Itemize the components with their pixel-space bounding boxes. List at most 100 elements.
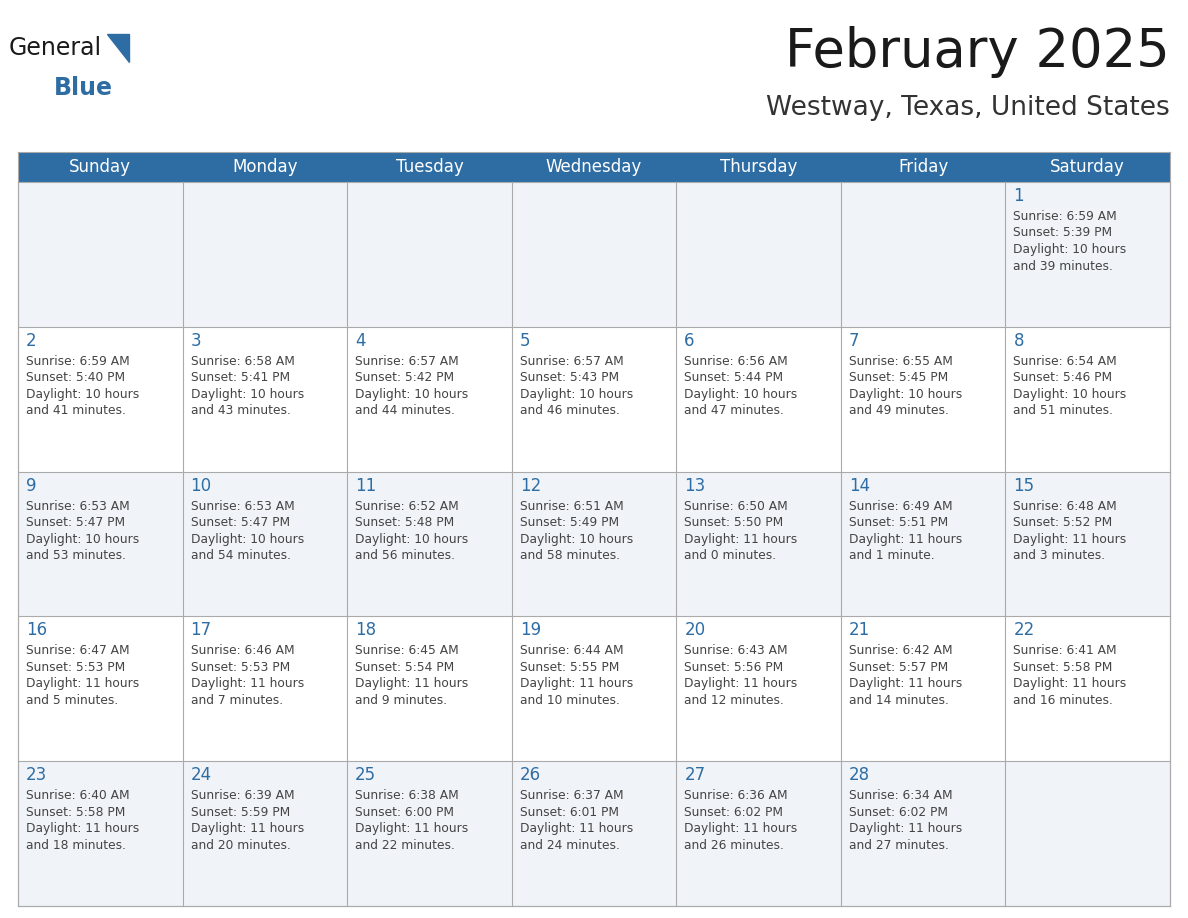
Text: Daylight: 11 hours: Daylight: 11 hours [849,532,962,545]
Text: Daylight: 10 hours: Daylight: 10 hours [519,532,633,545]
Text: Sunset: 5:53 PM: Sunset: 5:53 PM [26,661,125,674]
Text: and 12 minutes.: and 12 minutes. [684,694,784,707]
Text: Daylight: 11 hours: Daylight: 11 hours [519,677,633,690]
Text: 18: 18 [355,621,377,640]
Text: 23: 23 [26,767,48,784]
Text: 25: 25 [355,767,377,784]
Text: Sunset: 5:47 PM: Sunset: 5:47 PM [26,516,125,529]
Text: and 1 minute.: and 1 minute. [849,549,935,562]
Text: 14: 14 [849,476,870,495]
Text: Sunset: 5:59 PM: Sunset: 5:59 PM [190,806,290,819]
Text: Sunset: 5:42 PM: Sunset: 5:42 PM [355,371,454,385]
Text: Daylight: 11 hours: Daylight: 11 hours [26,677,139,690]
Text: Westway, Texas, United States: Westway, Texas, United States [766,95,1170,121]
Text: Saturday: Saturday [1050,158,1125,176]
Text: 12: 12 [519,476,541,495]
Text: Sunset: 5:52 PM: Sunset: 5:52 PM [1013,516,1113,529]
Text: Daylight: 11 hours: Daylight: 11 hours [684,532,797,545]
Text: Daylight: 11 hours: Daylight: 11 hours [849,823,962,835]
Text: Daylight: 11 hours: Daylight: 11 hours [355,823,468,835]
Text: Sunset: 5:44 PM: Sunset: 5:44 PM [684,371,783,385]
Text: Sunset: 5:56 PM: Sunset: 5:56 PM [684,661,784,674]
Text: Tuesday: Tuesday [396,158,463,176]
Text: 20: 20 [684,621,706,640]
Text: 4: 4 [355,331,366,350]
Text: 28: 28 [849,767,870,784]
Text: Sunrise: 6:38 AM: Sunrise: 6:38 AM [355,789,459,802]
Text: Sunrise: 6:34 AM: Sunrise: 6:34 AM [849,789,953,802]
Text: Sunrise: 6:42 AM: Sunrise: 6:42 AM [849,644,953,657]
Text: Sunrise: 6:49 AM: Sunrise: 6:49 AM [849,499,953,512]
Text: Daylight: 11 hours: Daylight: 11 hours [684,823,797,835]
Text: Sunset: 5:51 PM: Sunset: 5:51 PM [849,516,948,529]
Text: Friday: Friday [898,158,948,176]
Text: Thursday: Thursday [720,158,797,176]
Text: Sunset: 5:47 PM: Sunset: 5:47 PM [190,516,290,529]
Text: Sunrise: 6:53 AM: Sunrise: 6:53 AM [190,499,295,512]
Text: Sunrise: 6:59 AM: Sunrise: 6:59 AM [1013,210,1117,223]
Text: 26: 26 [519,767,541,784]
Text: and 58 minutes.: and 58 minutes. [519,549,620,562]
Text: Sunset: 5:39 PM: Sunset: 5:39 PM [1013,227,1112,240]
Text: and 3 minutes.: and 3 minutes. [1013,549,1106,562]
Bar [18,182,1170,327]
Text: Blue: Blue [53,76,113,100]
Text: 17: 17 [190,621,211,640]
Bar [18,761,1170,906]
Text: and 26 minutes.: and 26 minutes. [684,839,784,852]
Text: Sunrise: 6:44 AM: Sunrise: 6:44 AM [519,644,624,657]
Text: and 27 minutes.: and 27 minutes. [849,839,949,852]
Text: Sunset: 5:43 PM: Sunset: 5:43 PM [519,371,619,385]
Text: and 53 minutes.: and 53 minutes. [26,549,126,562]
Text: 2: 2 [26,331,37,350]
Text: Sunset: 5:53 PM: Sunset: 5:53 PM [190,661,290,674]
Text: Sunrise: 6:54 AM: Sunrise: 6:54 AM [1013,354,1117,368]
Text: Daylight: 10 hours: Daylight: 10 hours [190,532,304,545]
Text: 6: 6 [684,331,695,350]
Text: Daylight: 11 hours: Daylight: 11 hours [1013,677,1126,690]
Text: 5: 5 [519,331,530,350]
Text: Daylight: 11 hours: Daylight: 11 hours [684,677,797,690]
Text: 8: 8 [1013,331,1024,350]
Text: and 0 minutes.: and 0 minutes. [684,549,777,562]
Text: Sunrise: 6:43 AM: Sunrise: 6:43 AM [684,644,788,657]
Text: Sunrise: 6:56 AM: Sunrise: 6:56 AM [684,354,788,368]
Text: and 54 minutes.: and 54 minutes. [190,549,291,562]
Text: 22: 22 [1013,621,1035,640]
Text: 19: 19 [519,621,541,640]
Text: Sunrise: 6:59 AM: Sunrise: 6:59 AM [26,354,129,368]
Text: Sunday: Sunday [69,158,132,176]
Text: Daylight: 11 hours: Daylight: 11 hours [1013,532,1126,545]
Text: February 2025: February 2025 [785,26,1170,78]
Text: Sunset: 5:57 PM: Sunset: 5:57 PM [849,661,948,674]
Text: and 16 minutes.: and 16 minutes. [1013,694,1113,707]
Text: Daylight: 11 hours: Daylight: 11 hours [519,823,633,835]
Text: Daylight: 11 hours: Daylight: 11 hours [190,677,304,690]
Text: Sunset: 5:54 PM: Sunset: 5:54 PM [355,661,454,674]
Text: Sunset: 5:40 PM: Sunset: 5:40 PM [26,371,125,385]
Text: Sunset: 5:55 PM: Sunset: 5:55 PM [519,661,619,674]
Text: and 47 minutes.: and 47 minutes. [684,404,784,418]
Text: 27: 27 [684,767,706,784]
Text: 15: 15 [1013,476,1035,495]
Text: 16: 16 [26,621,48,640]
Text: and 18 minutes.: and 18 minutes. [26,839,126,852]
Text: Sunrise: 6:57 AM: Sunrise: 6:57 AM [519,354,624,368]
Text: Daylight: 10 hours: Daylight: 10 hours [519,387,633,401]
Text: Monday: Monday [232,158,298,176]
Text: Sunrise: 6:41 AM: Sunrise: 6:41 AM [1013,644,1117,657]
Text: and 22 minutes.: and 22 minutes. [355,839,455,852]
Text: Daylight: 11 hours: Daylight: 11 hours [26,823,139,835]
Text: Sunrise: 6:47 AM: Sunrise: 6:47 AM [26,644,129,657]
Text: Sunrise: 6:57 AM: Sunrise: 6:57 AM [355,354,459,368]
Text: Sunset: 5:58 PM: Sunset: 5:58 PM [26,806,126,819]
Text: Wednesday: Wednesday [545,158,643,176]
Text: and 24 minutes.: and 24 minutes. [519,839,620,852]
Text: and 39 minutes.: and 39 minutes. [1013,260,1113,273]
Text: Sunrise: 6:51 AM: Sunrise: 6:51 AM [519,499,624,512]
Text: 11: 11 [355,476,377,495]
Bar [18,472,1170,616]
Text: and 20 minutes.: and 20 minutes. [190,839,290,852]
Text: and 43 minutes.: and 43 minutes. [190,404,290,418]
Text: Sunset: 5:46 PM: Sunset: 5:46 PM [1013,371,1112,385]
